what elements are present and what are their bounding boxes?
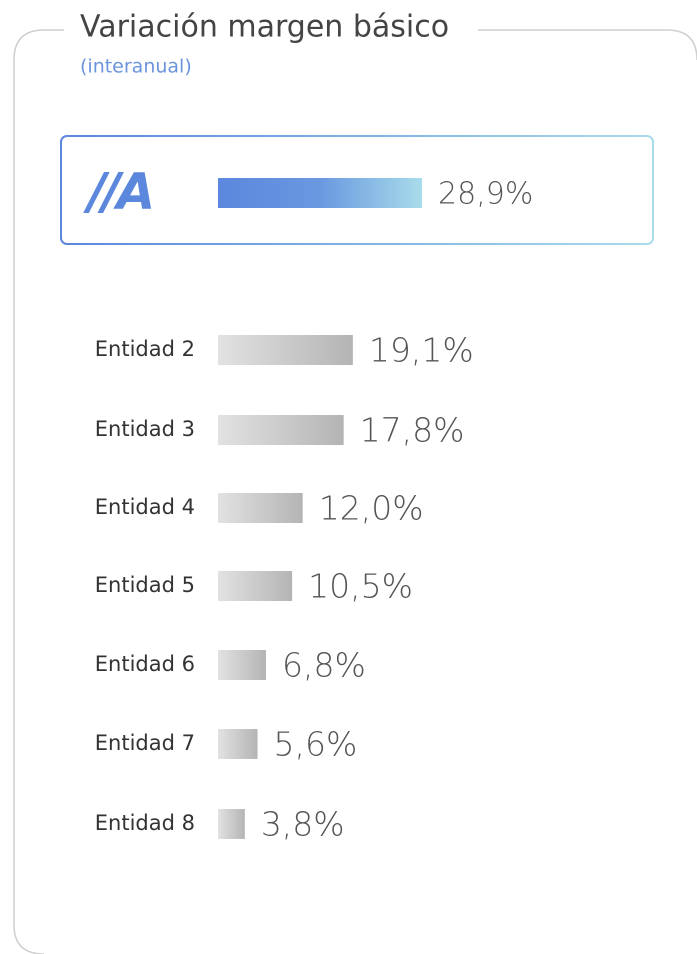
category-label: Entidad 6 (95, 652, 195, 676)
value-label: 17,8% (360, 411, 465, 450)
value-label: 28,9% (438, 177, 533, 212)
value-label: 12,0% (319, 489, 424, 528)
value-label: 6,8% (282, 646, 366, 685)
bar (218, 335, 353, 365)
category-label: Entidad 8 (95, 811, 195, 835)
bar (218, 729, 258, 759)
bar (218, 650, 267, 680)
category-label: Entidad 3 (95, 417, 195, 441)
bar (218, 493, 303, 523)
category-label: Entidad 7 (95, 731, 195, 755)
category-label: Entidad 2 (95, 337, 195, 361)
bar (218, 809, 245, 839)
value-label: 19,1% (369, 331, 474, 370)
bar (218, 415, 344, 445)
chart-subtitle: (interanual) (80, 56, 192, 78)
logo: //A (83, 163, 152, 221)
bar (218, 571, 293, 601)
value-label: 10,5% (308, 567, 413, 606)
chart-title: Variación margen básico (80, 10, 449, 45)
value-label: 3,8% (261, 805, 345, 844)
value-label: 5,6% (274, 725, 358, 764)
bar (218, 178, 423, 208)
category-label: Entidad 4 (95, 495, 195, 519)
category-label: Entidad 5 (95, 573, 195, 597)
